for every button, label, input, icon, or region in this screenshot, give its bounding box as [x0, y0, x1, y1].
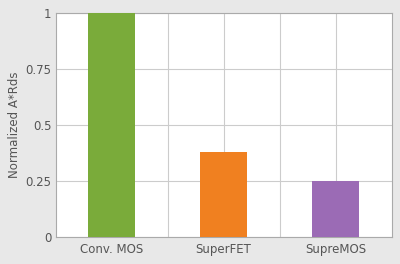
Bar [88, 13, 135, 237]
Bar [312, 181, 359, 237]
Y-axis label: Normalized A*Rds: Normalized A*Rds [8, 72, 21, 178]
Bar [200, 152, 247, 237]
